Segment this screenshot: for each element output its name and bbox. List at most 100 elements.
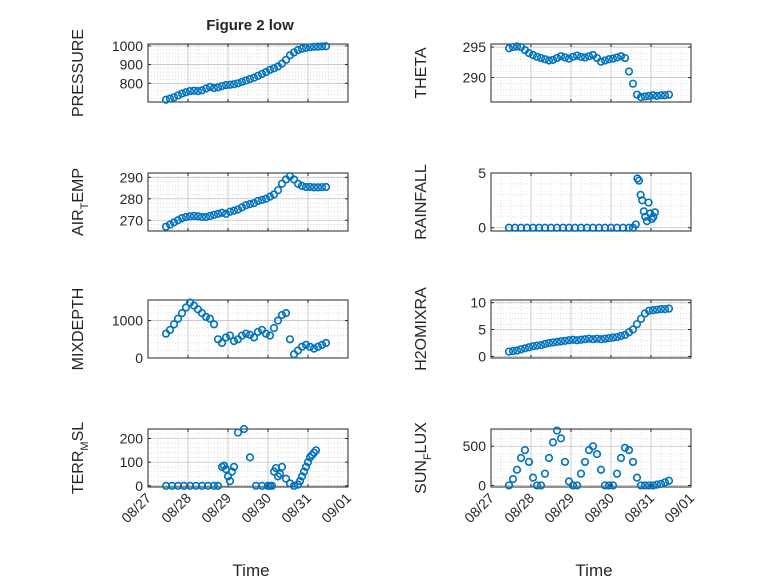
- x-tick-label: 08/30: [581, 490, 617, 526]
- data-point: [301, 462, 311, 471]
- data-point: [303, 458, 313, 467]
- x-tick-label: 09/01: [318, 490, 354, 526]
- data-point: [225, 476, 235, 486]
- data-point: [169, 93, 179, 102]
- xlabel-left: Time: [232, 561, 269, 580]
- data-point: [245, 453, 255, 462]
- data-point: [229, 462, 239, 471]
- data-point: [612, 469, 622, 478]
- data-point: [616, 331, 626, 341]
- data-point: [664, 476, 674, 485]
- data-point: [201, 84, 211, 93]
- data-point: [257, 69, 267, 79]
- y-tick-label: 280: [120, 191, 144, 207]
- y-tick-label: 200: [120, 430, 144, 446]
- data-point: [169, 218, 179, 227]
- panel-mixdepth: 0 1000 MIXDEPTH: [70, 288, 349, 370]
- data-point: [227, 467, 237, 476]
- panel-sun-flux: 0 500 SUNFLUX 08/27 08/28 08/29 08/30 08/31 09/0…: [413, 422, 697, 526]
- data-point: [548, 55, 558, 64]
- y-tick-label: 0: [478, 348, 486, 364]
- y-tick-label: 5: [478, 165, 486, 181]
- y-tick-label: 5: [478, 322, 486, 338]
- data-point: [532, 341, 542, 350]
- y-axis-label: THETA: [413, 47, 430, 99]
- axes-box: [490, 428, 692, 488]
- data-point: [572, 51, 582, 60]
- data-point: [540, 339, 550, 349]
- data-point: [269, 190, 279, 199]
- axes-background: [148, 429, 348, 487]
- data-point: [536, 481, 546, 490]
- x-tick-label: 08/30: [238, 490, 274, 526]
- data-point: [241, 329, 251, 338]
- data-point: [632, 473, 642, 482]
- data-point: [297, 342, 307, 351]
- panel-theta: 290 295 THETA: [413, 39, 692, 103]
- data-point: [297, 44, 307, 53]
- data-point: [656, 305, 666, 314]
- axes-box: [147, 43, 349, 103]
- x-tick-label: 08/27: [118, 490, 154, 526]
- axes-background: [491, 429, 691, 487]
- data-point: [632, 320, 642, 329]
- data-point: [644, 306, 654, 315]
- data-point: [580, 335, 590, 344]
- data-point: [313, 42, 323, 51]
- data-point: [612, 332, 622, 342]
- data-point: [265, 331, 275, 340]
- data-point: [237, 331, 247, 340]
- data-point: [161, 222, 171, 231]
- data-point: [313, 342, 323, 351]
- axes-background: [491, 173, 691, 231]
- data-point: [165, 94, 175, 103]
- data-point: [592, 334, 602, 343]
- data-point: [293, 45, 303, 55]
- data-point: [205, 314, 215, 323]
- x-tick-label: 09/01: [661, 490, 697, 526]
- y-tick-label: 1000: [112, 313, 143, 329]
- data-point: [516, 453, 526, 463]
- data-point: [177, 308, 187, 318]
- y-axis-label: TERRMSL: [70, 422, 91, 494]
- data-point: [640, 92, 650, 101]
- data-point: [504, 347, 514, 356]
- data-point: [512, 42, 522, 51]
- panel-h2omixra: 0 5 10 H2OMIXRA: [413, 287, 692, 371]
- y-tick-label: 1000: [112, 38, 143, 54]
- data-point: [576, 469, 586, 478]
- panel-rainfall: 0 5 RAINFALL: [413, 164, 692, 240]
- data-point: [628, 325, 638, 334]
- data-point: [624, 67, 634, 76]
- data-point: [556, 52, 566, 61]
- data-point: [209, 320, 219, 329]
- data-point: [173, 91, 183, 100]
- data-point: [213, 481, 223, 490]
- data-point: [197, 212, 207, 222]
- data-point: [634, 176, 644, 185]
- data-point: [608, 481, 618, 490]
- data-point: [297, 181, 307, 190]
- data-point: [512, 465, 522, 474]
- data-point: [552, 426, 562, 435]
- data-point: [660, 478, 670, 487]
- y-axis-label: SUNFLUX: [413, 422, 434, 494]
- data-point: [301, 43, 311, 52]
- data-point: [644, 91, 654, 100]
- data-point: [552, 337, 562, 346]
- data-point: [289, 481, 299, 490]
- data-point: [608, 54, 618, 63]
- y-tick-label: 0: [135, 478, 143, 494]
- data-point: [221, 333, 231, 342]
- data-point: [229, 206, 239, 215]
- x-tick-label: 08/29: [198, 490, 234, 526]
- data-point: [644, 481, 654, 490]
- data-point: [281, 474, 291, 483]
- data-point: [540, 55, 550, 64]
- data-point: [261, 194, 271, 203]
- data-point: [560, 336, 570, 345]
- data-point: [217, 338, 227, 348]
- data-point: [648, 306, 658, 315]
- data-point: [233, 79, 243, 88]
